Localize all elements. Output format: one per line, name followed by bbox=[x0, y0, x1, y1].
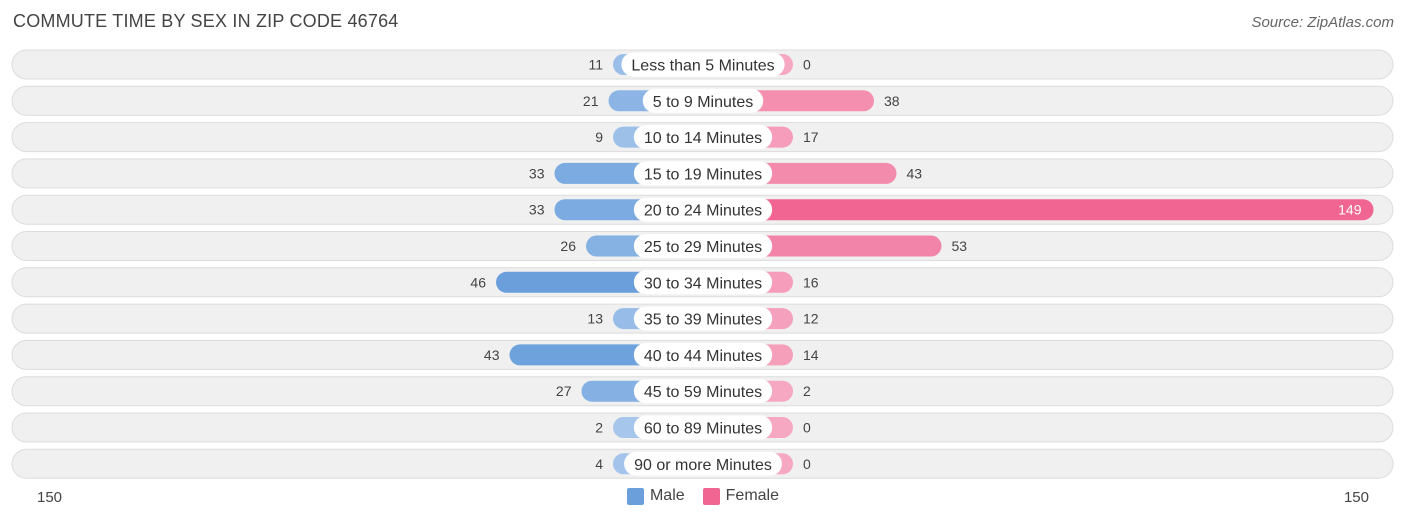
value-label-female: 2 bbox=[803, 383, 811, 399]
category-label-pill bbox=[633, 306, 773, 331]
category-label-pill bbox=[633, 125, 773, 150]
value-label-female: 16 bbox=[803, 274, 819, 290]
legend-swatch-male bbox=[626, 487, 644, 505]
category-label-pill bbox=[633, 342, 773, 367]
value-label-male: 2 bbox=[595, 420, 603, 436]
category-label-pill bbox=[633, 270, 773, 295]
value-label-male: 9 bbox=[595, 129, 603, 145]
value-label-female: 0 bbox=[803, 420, 811, 436]
legend-label-female: Female bbox=[725, 487, 780, 504]
value-label-female: 43 bbox=[907, 165, 923, 181]
bar-female[interactable] bbox=[703, 199, 1374, 221]
value-label-male: 27 bbox=[556, 383, 572, 399]
legend-swatch-female bbox=[702, 487, 720, 505]
value-label-male: 13 bbox=[587, 311, 603, 327]
category-label: 10 to 14 Minutes bbox=[644, 130, 762, 147]
axis-right-label: 150 bbox=[1343, 489, 1369, 506]
value-label-male: 43 bbox=[484, 347, 500, 363]
value-label-male: 46 bbox=[470, 274, 486, 290]
legend-item-female[interactable]: Female bbox=[702, 487, 780, 505]
value-label-male: 21 bbox=[583, 93, 599, 109]
value-label-male: 11 bbox=[588, 57, 603, 73]
value-label-female: 38 bbox=[884, 93, 900, 109]
category-label-pill bbox=[621, 52, 785, 77]
category-label-pill bbox=[633, 379, 773, 404]
axis-left-label: 150 bbox=[37, 489, 63, 506]
legend-label-male: Male bbox=[649, 487, 685, 504]
value-label-male: 4 bbox=[595, 456, 603, 472]
legend-item-male[interactable]: Male bbox=[626, 487, 685, 505]
value-label-female: 17 bbox=[803, 129, 819, 145]
category-label: 15 to 19 Minutes bbox=[644, 166, 762, 183]
value-label-female: 149 bbox=[1338, 202, 1362, 218]
value-label-female: 53 bbox=[952, 238, 968, 254]
category-label-pill bbox=[633, 415, 773, 440]
category-label: Less than 5 Minutes bbox=[631, 58, 774, 75]
category-label: 5 to 9 Minutes bbox=[653, 94, 754, 111]
category-label: 25 to 29 Minutes bbox=[644, 239, 762, 256]
category-label-pill bbox=[633, 161, 773, 186]
value-label-male: 26 bbox=[560, 238, 576, 254]
category-label: 60 to 89 Minutes bbox=[644, 421, 762, 438]
category-label: 30 to 34 Minutes bbox=[644, 275, 762, 292]
value-label-male: 33 bbox=[529, 202, 545, 218]
category-label: 20 to 24 Minutes bbox=[644, 203, 762, 220]
chart-title: COMMUTE TIME BY SEX IN ZIP CODE 46764 bbox=[13, 11, 399, 31]
category-label-pill bbox=[642, 88, 764, 113]
category-label: 40 to 44 Minutes bbox=[644, 348, 762, 365]
value-label-female: 0 bbox=[803, 456, 811, 472]
value-label-female: 12 bbox=[803, 311, 819, 327]
category-label: 35 to 39 Minutes bbox=[644, 312, 762, 329]
category-label-pill bbox=[624, 451, 782, 476]
category-label: 45 to 59 Minutes bbox=[644, 384, 762, 401]
category-label-pill bbox=[633, 197, 773, 222]
value-label-female: 0 bbox=[803, 57, 811, 73]
category-label: 90 or more Minutes bbox=[634, 457, 772, 474]
value-label-male: 33 bbox=[529, 165, 545, 181]
legend: Male Female bbox=[0, 487, 1406, 505]
value-label-female: 14 bbox=[803, 347, 819, 363]
source-credit: Source: ZipAtlas.com bbox=[1251, 14, 1394, 31]
category-label-pill bbox=[633, 234, 773, 258]
